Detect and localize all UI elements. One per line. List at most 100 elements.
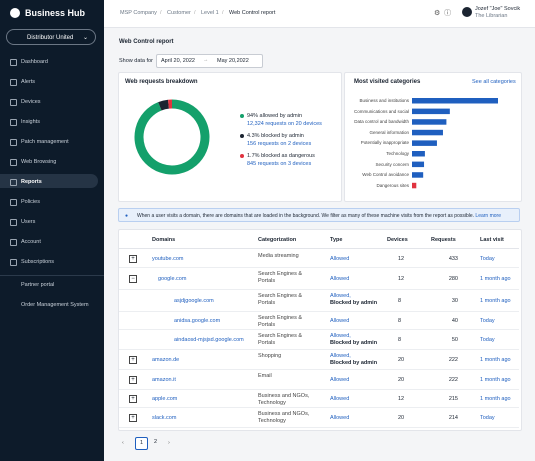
column-header[interactable]: Requests [431,237,456,243]
divider [0,275,104,276]
breadcrumb-item[interactable]: MSP Company [120,10,157,16]
category-label: Data control and bandwidth [354,119,409,125]
sidebar-link[interactable]: Order Management System [21,302,89,308]
separator: / [194,10,196,16]
menu-item[interactable]: Dashboard [21,59,48,65]
category-label: Business and institutions [359,98,409,103]
type: Blocked by admin [330,300,378,306]
menu-item[interactable]: Reports [21,179,42,185]
legend-label: 94% allowed by admin [247,113,303,119]
requests: 433 [448,256,458,262]
menu-item[interactable]: Account [21,239,41,245]
avatar[interactable] [462,7,472,17]
requests: 50 [451,337,458,343]
bar [412,161,425,168]
domain[interactable]: slack.com [152,415,177,421]
devices: 20 [398,377,405,383]
column-header[interactable]: Last visit [480,237,504,243]
categorization: Shopping [258,353,282,359]
categories-card [344,72,522,202]
column-header[interactable]: Domains [152,237,176,243]
expand-toggle[interactable]: − [129,275,137,283]
header-icons[interactable]: ⚙ ⓘ [434,10,452,17]
menu-icon [10,199,17,206]
breadcrumb-item[interactable]: Level 1 [201,10,219,16]
menu-item[interactable]: Alerts [21,79,36,85]
legend-detail[interactable]: 845 requests on 3 devices [247,161,312,167]
type: Allowed, [330,353,351,359]
learn-more[interactable]: Learn more [475,213,501,219]
domain[interactable]: amazon.it [152,377,176,383]
column-header[interactable]: Devices [387,237,408,243]
account-select[interactable]: Distributor United ⌄ [6,29,96,45]
see-all-link[interactable]: See all categories [472,79,516,85]
page-button[interactable]: 1 [135,437,148,450]
devices: 8 [398,318,402,324]
menu-item[interactable]: Policies [21,199,40,205]
menu-icon [10,179,17,186]
expand-toggle[interactable]: + [129,395,137,403]
sidebar-link[interactable]: Partner portal [21,282,55,288]
category-label: Potentially inappropriate [360,140,409,146]
menu-item[interactable]: Web Browsing [21,159,57,165]
type: Blocked by admin [330,360,378,366]
expand-toggle[interactable]: + [129,255,137,263]
page-button[interactable]: 2 [153,439,158,445]
menu-active [0,174,98,188]
menu-icon [10,219,17,226]
menu-icon [10,139,17,146]
menu-item[interactable]: Insights [21,119,40,125]
date-to: May 20,2022 [217,58,249,64]
domain[interactable]: apple.com [152,396,178,402]
menu-icon [10,259,17,266]
row-line [119,289,519,290]
domain[interactable]: asjdjgoogle.com [174,298,214,304]
categorization: Business and NGOs, Technology [258,393,310,406]
last-visit: 1 month ago [480,396,511,402]
last-visit: 1 month ago [480,276,511,282]
column-header[interactable]: Type [330,237,343,243]
row-line [119,369,519,370]
expand-toggle[interactable]: + [129,356,137,364]
bar [412,182,417,189]
categorization: Search Engines & Portals [258,315,303,328]
domain[interactable]: anidsa.google.com [174,318,221,324]
domain[interactable]: google.com [158,276,187,282]
expand-toggle[interactable]: + [129,376,137,384]
last-visit: Today [480,415,495,421]
sidebar [0,0,104,461]
menu-item[interactable]: Patch management [21,139,69,145]
chevron: ⌄ [82,35,88,41]
separator: / [222,10,224,16]
category-label: Technology [386,151,409,156]
expand-toggle[interactable]: + [129,414,137,422]
user-role: The Librarian [475,13,508,19]
categorization: Search Engines & Portals [258,333,303,346]
domain[interactable]: amazon.de [152,357,180,363]
legend-detail[interactable]: 12,324 requests on 20 devices [247,121,322,127]
domain[interactable]: youtube.com [152,256,184,262]
requests: 222 [448,357,458,363]
menu-item[interactable]: Users [21,219,36,225]
column-header[interactable]: Categorization [258,237,297,243]
menu-item[interactable]: Devices [21,99,41,105]
menu-item[interactable]: Subscriptions [21,259,55,265]
menu-icon [10,159,17,166]
date-range[interactable] [156,54,263,68]
bar [412,98,498,104]
menu-icon [10,59,17,66]
legend-detail[interactable]: 156 requests on 2 devices [247,141,312,147]
user-name: Jozef "Joe" Sovcik [475,6,521,12]
domain[interactable]: aindaosd-mjsjsd.google.com [174,337,244,343]
row-line [119,311,519,312]
show-data-label: Show data for [119,58,153,64]
logo: Business Hub [25,8,86,18]
menu-icon [10,119,17,126]
page-title: Web Control report [119,39,174,45]
page-prev[interactable]: ‹ [122,440,124,446]
page-next[interactable]: › [168,440,170,446]
requests: 215 [448,396,458,402]
breadcrumb-item[interactable]: Customer [167,10,191,16]
